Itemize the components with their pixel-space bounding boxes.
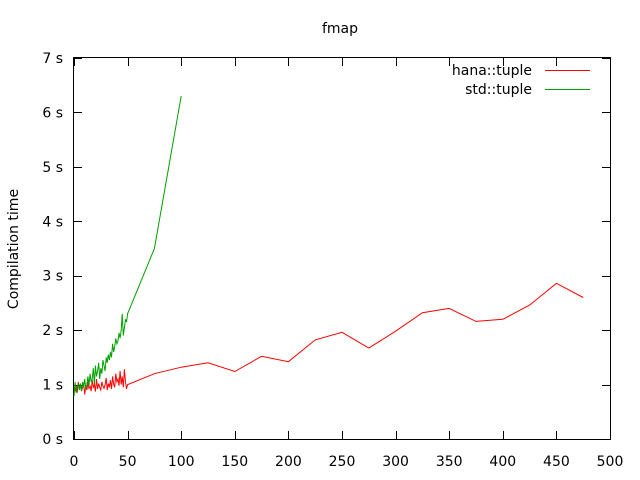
legend-label-1: std::tuple: [465, 82, 532, 98]
chart-title: fmap: [322, 21, 358, 37]
x-tick-label: 150: [221, 454, 248, 470]
x-tick-label: 250: [329, 454, 356, 470]
series-line-1: [73, 96, 182, 397]
x-tick-label: 350: [436, 454, 463, 470]
axis-ticks: 0 50 100 150 200 250 300 350 400 450 500 0 s 1 s 2 s 3…: [42, 51, 623, 470]
y-tick-label: 4 s: [42, 214, 63, 230]
y-tick-label: 3 s: [42, 269, 63, 285]
y-axis-label: Compilation time: [6, 189, 22, 309]
series-line-0: [73, 282, 584, 395]
x-tick-label: 500: [597, 454, 624, 470]
x-tick-label: 400: [489, 454, 516, 470]
y-tick-label: 1 s: [42, 378, 63, 394]
y-tick-label: 0 s: [42, 432, 63, 448]
series-layer: [73, 96, 584, 397]
x-tick-label: 200: [275, 454, 302, 470]
legend-label-0: hana::tuple: [452, 63, 532, 79]
x-tick-label: 0: [70, 454, 79, 470]
x-tick-label: 50: [119, 454, 137, 470]
y-tick-label: 7 s: [42, 51, 63, 67]
x-tick-label: 100: [168, 454, 195, 470]
x-tick-label: 450: [543, 454, 570, 470]
x-tick-label: 300: [382, 454, 409, 470]
y-tick-label: 6 s: [42, 105, 63, 121]
plot-frame: [73, 57, 611, 440]
y-tick-label: 5 s: [42, 160, 63, 176]
y-tick-label: 2 s: [42, 323, 63, 339]
